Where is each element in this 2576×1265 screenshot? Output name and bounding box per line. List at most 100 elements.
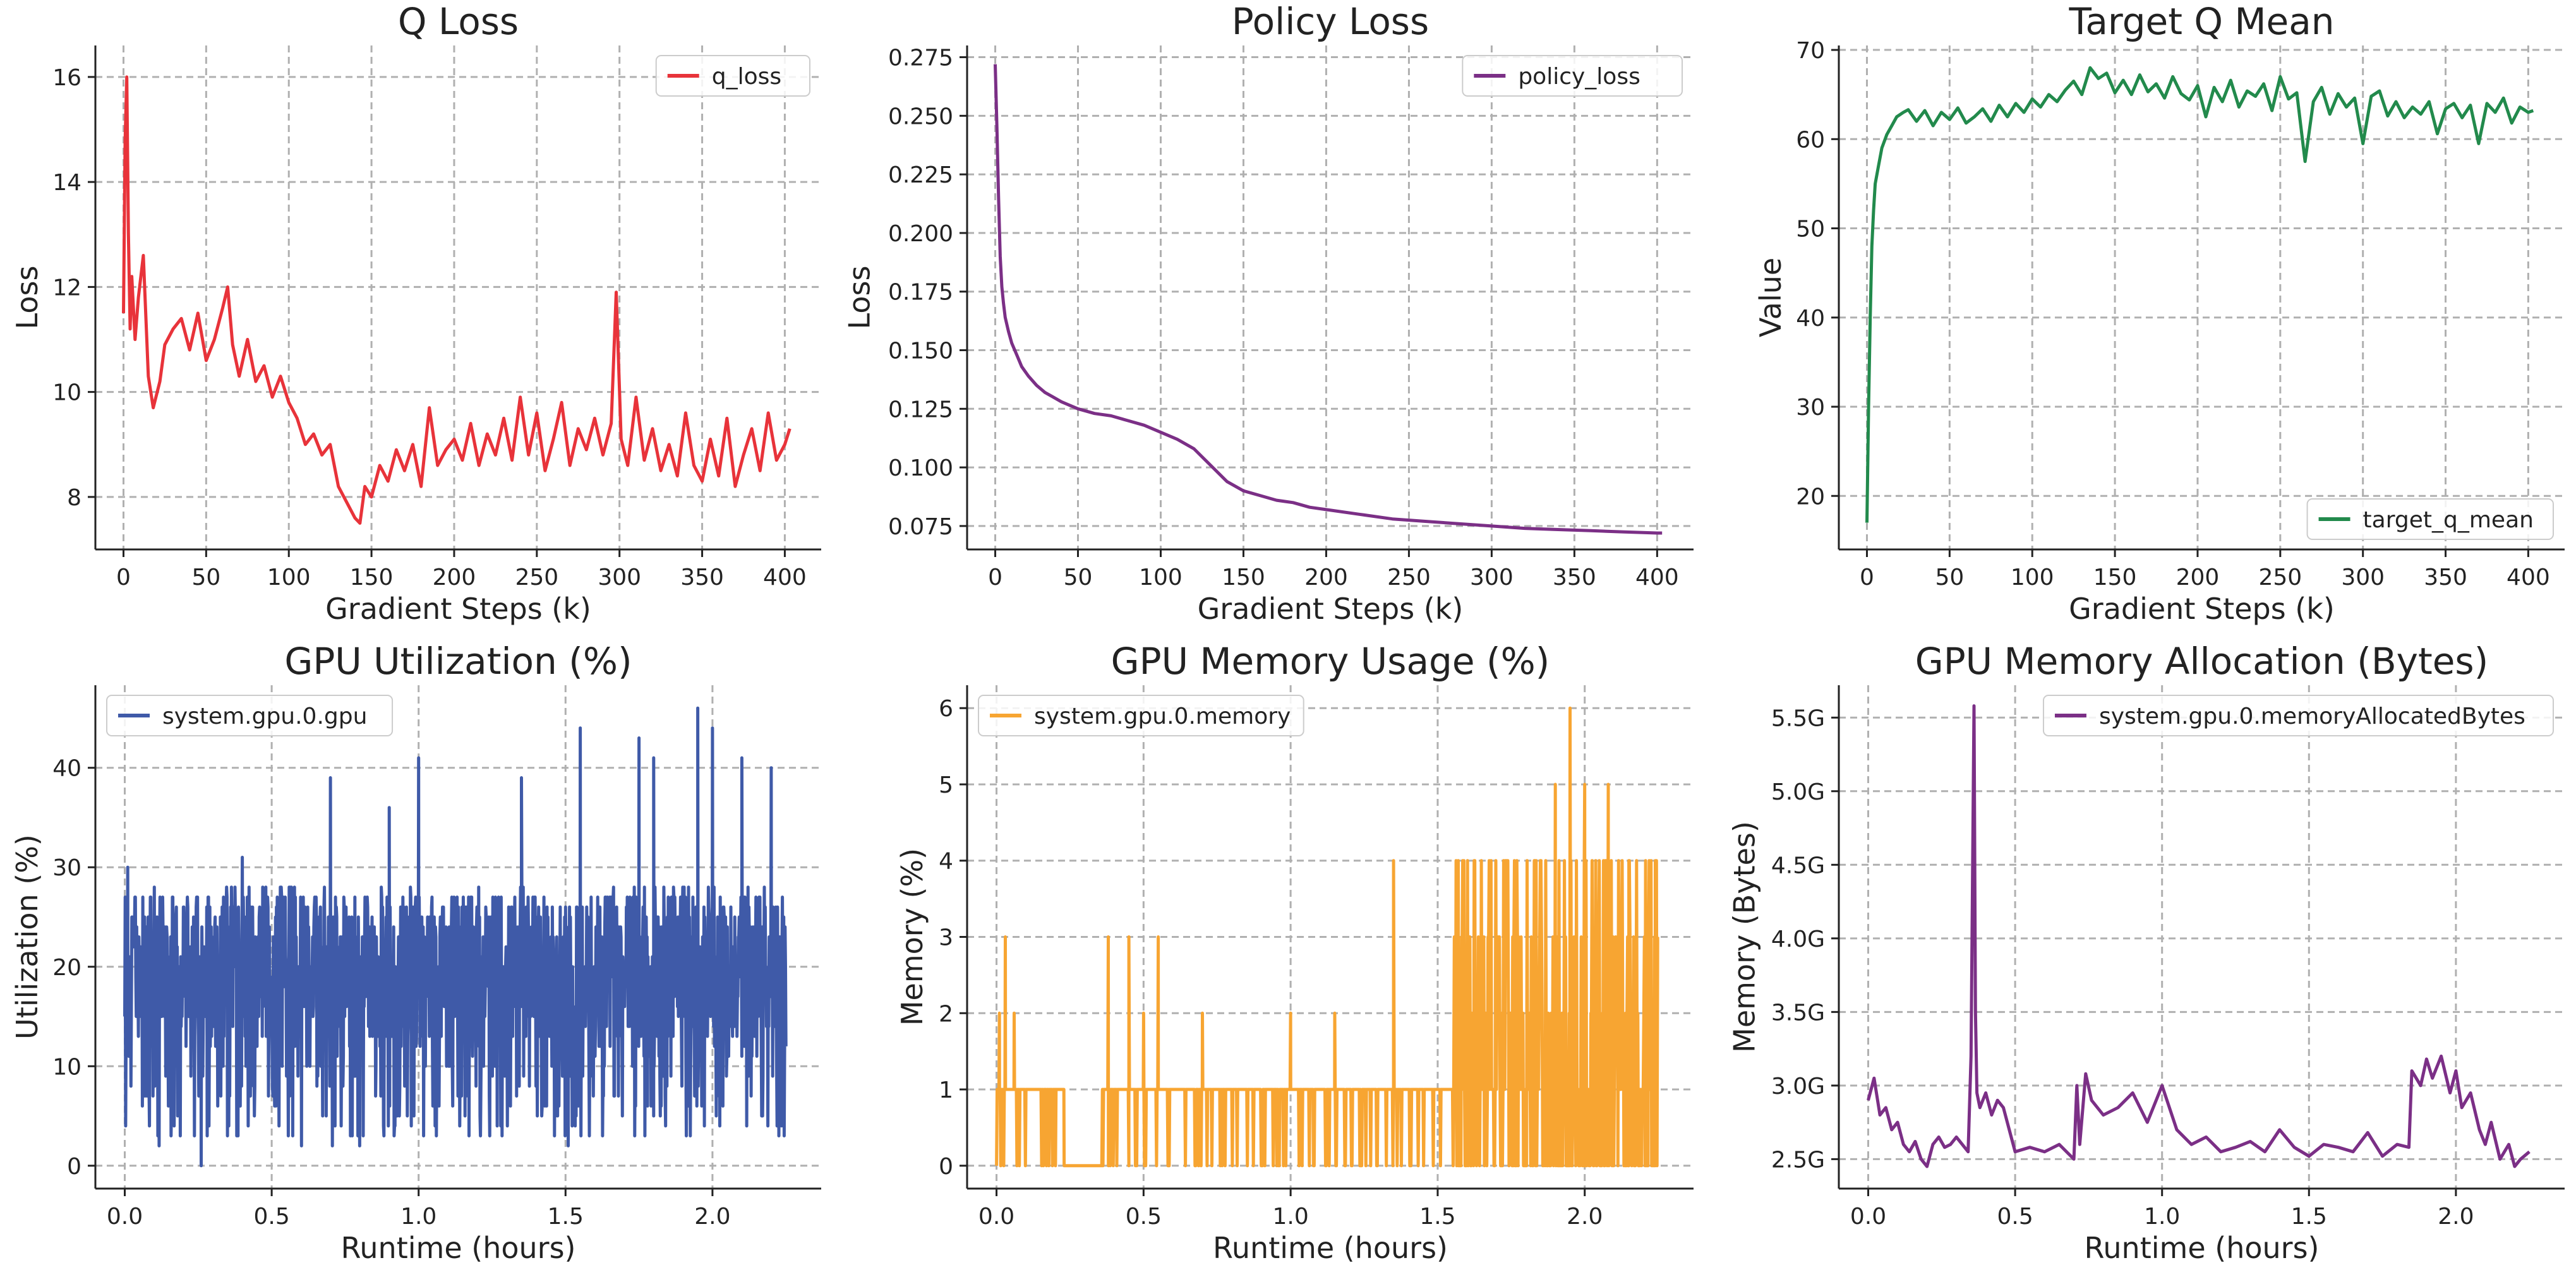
y-tick-label: 12	[52, 275, 81, 301]
y-tick-label: 0.250	[888, 104, 953, 129]
legend-box	[655, 55, 810, 97]
legend-box	[978, 695, 1304, 736]
x-tick-label: 1.0	[1273, 1204, 1309, 1230]
x-tick-label: 300	[598, 565, 641, 591]
x-tick-label: 300	[2341, 565, 2385, 591]
y-tick-label: 6	[939, 696, 953, 722]
x-axis-label: Runtime (hours)	[1213, 1231, 1448, 1265]
x-tick-label: 250	[2258, 565, 2302, 591]
y-tick-label: 20	[1796, 484, 1825, 510]
legend-box	[1462, 55, 1683, 97]
x-tick-label: 400	[763, 565, 807, 591]
x-tick-label: 50	[1935, 565, 1964, 591]
y-tick-label: 14	[52, 170, 81, 196]
legend-label: q_loss	[712, 64, 781, 90]
series-line-policy-loss	[994, 64, 1663, 535]
y-tick-label: 0.175	[888, 280, 953, 306]
y-tick-label: 40	[52, 756, 81, 782]
y-axis-label: Value	[1754, 258, 1788, 337]
x-tick-label: 200	[2176, 565, 2220, 591]
x-tick-label: 0.5	[1997, 1204, 2033, 1230]
x-tick-label: 300	[1470, 565, 1514, 591]
chart-title: GPU Utilization (%)	[284, 640, 632, 683]
x-tick-label: 0	[988, 565, 1002, 591]
chart-panel-4: 0.0 0.5 1.0 1.5 2.0 0 10 20 30 40 GPU Utilization …	[10, 640, 821, 1265]
y-tick-label: 5.5G	[1771, 705, 1825, 731]
y-axis-label: Loss	[10, 266, 44, 330]
chart-panel-1: 0 50 100 150 200 250 300 350 400 8 10 12 14 16 Q Loss G…	[10, 0, 821, 626]
legend-label: system.gpu.0.memory	[1034, 704, 1291, 729]
y-tick-label: 60	[1796, 127, 1825, 153]
y-tick-label: 4.5G	[1771, 853, 1825, 878]
y-tick-label: 10	[52, 380, 81, 406]
x-tick-label: 250	[1387, 565, 1431, 591]
y-tick-label: 5.0G	[1771, 779, 1825, 805]
legend: system.gpu.0.memory	[978, 695, 1304, 736]
y-tick-label: 70	[1796, 38, 1825, 64]
x-tick-label: 150	[2093, 565, 2137, 591]
x-tick-label: 1.0	[2144, 1204, 2180, 1230]
y-tick-label: 20	[52, 955, 81, 981]
x-tick-label: 0	[116, 565, 131, 591]
x-tick-label: 1.5	[548, 1204, 584, 1230]
x-tick-label: 0	[1860, 565, 1874, 591]
x-axis-label: Runtime (hours)	[341, 1231, 576, 1265]
chart-title: Target Q Mean	[2069, 0, 2335, 43]
legend-label: system.gpu.0.gpu	[162, 704, 367, 729]
chart-panel-3: 0 50 100 150 200 250 300 350 400 20 30 40 50 60 70 Targ…	[1754, 0, 2565, 626]
y-tick-label: 50	[1796, 217, 1825, 243]
legend: q_loss	[655, 55, 810, 97]
series-line-q-loss	[122, 75, 791, 525]
chart-title: Policy Loss	[1232, 0, 1429, 43]
y-tick-label: 3.5G	[1771, 1000, 1825, 1026]
x-tick-label: 350	[1553, 565, 1596, 591]
y-tick-label: 4.0G	[1771, 926, 1825, 952]
x-tick-label: 400	[1635, 565, 1679, 591]
x-tick-label: 1.5	[1419, 1204, 1455, 1230]
x-tick-label: 1.5	[2291, 1204, 2327, 1230]
y-tick-label: 0.075	[888, 514, 953, 540]
x-tick-label: 2.0	[1567, 1204, 1603, 1230]
y-tick-label: 0	[939, 1154, 953, 1180]
series-line-system-gpu-0-memory	[995, 706, 1659, 1168]
legend-box	[2042, 695, 2554, 736]
y-tick-label: 0.200	[888, 221, 953, 247]
x-tick-label: 250	[515, 565, 558, 591]
y-tick-label: 2	[939, 1001, 953, 1027]
y-axis-label: Loss	[843, 266, 877, 330]
y-tick-label: 3.0G	[1771, 1074, 1825, 1100]
chart-title: GPU Memory Usage (%)	[1111, 640, 1550, 683]
x-tick-label: 150	[350, 565, 394, 591]
y-tick-label: 0.125	[888, 397, 953, 423]
y-axis-label: Memory (%)	[895, 848, 929, 1026]
x-axis-label: Runtime (hours)	[2085, 1231, 2320, 1265]
y-tick-label: 10	[52, 1054, 81, 1080]
legend: system.gpu.0.memoryAllocatedBytes	[2042, 695, 2554, 736]
x-tick-label: 0.0	[978, 1204, 1014, 1230]
x-tick-label: 0.0	[1850, 1204, 1886, 1230]
y-tick-label: 30	[52, 855, 81, 881]
legend: system.gpu.0.gpu	[106, 695, 394, 736]
x-tick-label: 100	[267, 565, 311, 591]
y-tick-label: 8	[67, 485, 81, 511]
legend-box	[2306, 498, 2555, 540]
legend-label: system.gpu.0.memoryAllocatedBytes	[2099, 704, 2525, 729]
x-tick-label: 1.0	[400, 1204, 436, 1230]
y-tick-label: 2.5G	[1771, 1147, 1825, 1173]
x-tick-label: 50	[1064, 565, 1093, 591]
chart-title: GPU Memory Allocation (Bytes)	[1915, 640, 2489, 683]
x-tick-label: 350	[680, 565, 724, 591]
x-axis-label: Gradient Steps (k)	[325, 592, 591, 626]
x-tick-label: 2.0	[2438, 1204, 2474, 1230]
legend-label: target_q_mean	[2363, 507, 2534, 533]
y-tick-label: 0.150	[888, 339, 953, 364]
y-axis-label: Utilization (%)	[10, 834, 44, 1040]
y-tick-label: 0	[67, 1154, 81, 1180]
x-tick-label: 100	[1139, 565, 1183, 591]
y-tick-label: 3	[939, 925, 953, 951]
series-line-system-gpu-0-gpu	[123, 706, 788, 1168]
y-tick-label: 4	[939, 849, 953, 875]
x-tick-label: 100	[2011, 565, 2054, 591]
x-tick-label: 400	[2507, 565, 2550, 591]
